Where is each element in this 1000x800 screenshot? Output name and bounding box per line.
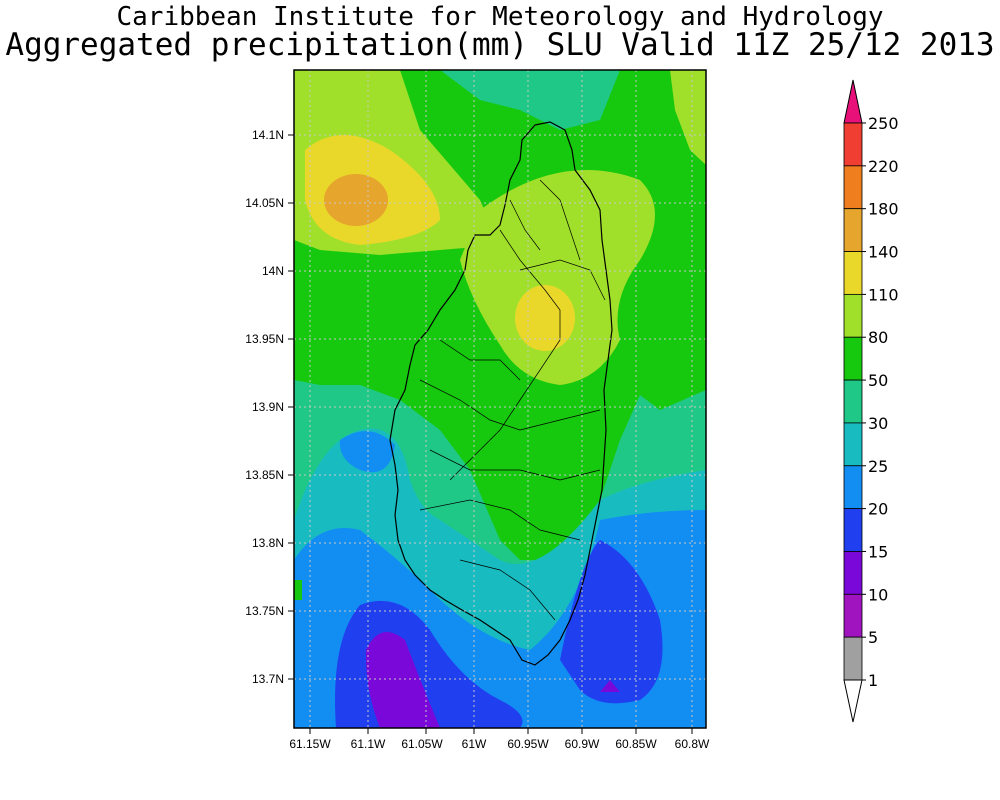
watershed-line	[429, 449, 601, 481]
lat-label: 14.1N	[252, 128, 284, 142]
lon-label: 60.85W	[615, 737, 657, 751]
lat-label: 14N	[262, 264, 284, 278]
watershed-line	[509, 199, 541, 251]
field-10-15	[365, 632, 440, 728]
colorbar-level-label: 80	[868, 328, 888, 347]
latitude-labels: 14.1N 14.05N 14N 13.95N 13.9N 13.85N 13.…	[245, 128, 284, 686]
watershed-line	[459, 559, 556, 621]
colorbar-level-label: 10	[868, 585, 888, 604]
saint-lucia-island	[389, 121, 613, 666]
colorbar-segment	[843, 551, 863, 595]
map-frame	[293, 69, 707, 729]
colorbar-level-label: 25	[868, 457, 888, 476]
axis-ticks	[288, 134, 693, 734]
colorbar-segment	[843, 251, 863, 295]
lon-label: 60.9W	[565, 737, 600, 751]
colorbar-level-label: 110	[868, 285, 899, 304]
field-10-15-small	[600, 680, 620, 692]
colorbar-segment	[843, 422, 863, 467]
title-institute: Caribbean Institute for Meteorology and …	[116, 2, 884, 32]
colorbar-segment	[843, 636, 863, 681]
colorbar-level-label: 140	[868, 243, 899, 262]
precipitation-field	[294, 70, 706, 728]
colorbar-level-label: 180	[868, 200, 899, 219]
colorbar-segment	[843, 465, 863, 510]
colorbar-level-label: 220	[868, 157, 899, 176]
longitude-labels: 61.15W 61.1W 61.05W 61W 60.95W 60.9W 60.…	[289, 737, 710, 751]
colorbar-segment	[843, 379, 863, 424]
lon-label: 61.15W	[289, 737, 331, 751]
title-product: Aggregated precipitation(mm) SLU Valid 1…	[5, 27, 995, 63]
colorbar-segment	[843, 508, 863, 552]
gridlines	[294, 70, 706, 728]
colorbar-segment	[843, 165, 863, 210]
colorbar-level-label: 250	[868, 114, 899, 133]
lon-label: 61.1W	[351, 737, 386, 751]
watershed-line	[539, 179, 581, 261]
colorbar-top-arrow	[843, 79, 863, 124]
colorbar-segment	[843, 122, 863, 167]
colorbar-level-label: 5	[868, 628, 878, 647]
colorbar-segments	[843, 122, 863, 681]
watershed-line	[519, 259, 606, 301]
lon-label: 60.95W	[507, 737, 549, 751]
watershed-line	[419, 499, 581, 541]
lon-label: 60.8W	[675, 737, 710, 751]
lat-label: 13.95N	[245, 332, 284, 346]
colorbar-labels: 250 220 180 140 110 80 50 30 25 20 15 10 5 1	[862, 114, 899, 690]
lat-label: 13.9N	[252, 400, 284, 414]
lon-label: 61W	[462, 737, 487, 751]
colorbar-bottom-arrow	[843, 679, 863, 723]
watershed-line	[419, 379, 601, 431]
colorbar-segment	[843, 293, 863, 338]
field-80-center	[460, 170, 655, 385]
colorbar-segment	[843, 336, 863, 381]
colorbar-level-label: 30	[868, 414, 888, 433]
colorbar-level-label: 1	[868, 671, 878, 690]
field-80-topright	[670, 70, 706, 165]
colorbar-level-label: 15	[868, 542, 888, 561]
colorbar-level-label: 50	[868, 371, 888, 390]
lat-label: 13.7N	[252, 672, 284, 686]
island-coastline	[389, 121, 613, 666]
watershed-line	[439, 339, 521, 381]
lat-label: 13.85N	[245, 468, 284, 482]
colorbar-segment	[843, 593, 863, 638]
lon-label: 61.05W	[401, 737, 443, 751]
colorbar: 250 220 180 140 110 80 50 30 25 20 15 10 5 1	[843, 79, 899, 723]
colorbar-level-label: 20	[868, 500, 888, 519]
watershed-line	[449, 229, 561, 481]
field-50-west-edge	[294, 580, 302, 600]
lat-label: 13.75N	[245, 604, 284, 618]
field-20-25-west	[339, 431, 395, 473]
field-140-topleft	[324, 174, 388, 226]
lat-label: 13.8N	[252, 536, 284, 550]
field-30-top	[440, 70, 620, 130]
field-15-20-southeast	[560, 540, 663, 704]
colorbar-segment	[843, 208, 863, 252]
field-110-center	[515, 285, 575, 351]
lat-label: 14.05N	[245, 196, 284, 210]
